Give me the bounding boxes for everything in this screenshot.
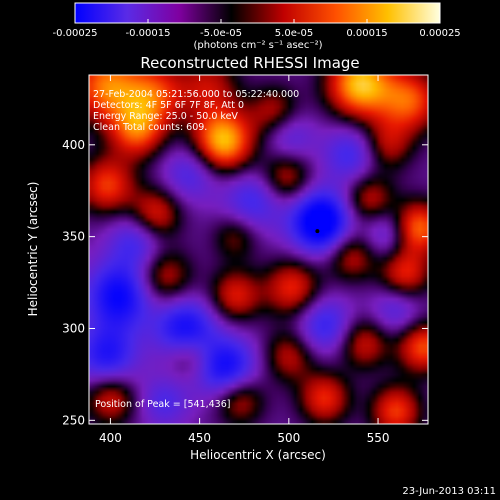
x-axis-label: Heliocentric X (arcsec) — [190, 448, 326, 462]
x-tick-label: 550 — [367, 431, 390, 445]
info-annotations: 27-Feb-2004 05:21:56.000 to 05:22:40.000… — [93, 89, 299, 410]
x-tick-label: 500 — [277, 431, 300, 445]
colorbar-tick-label: -0.00025 — [53, 28, 98, 39]
plot-frame — [88, 74, 429, 425]
annotation-time-range: 27-Feb-2004 05:21:56.000 to 05:22:40.000 — [93, 89, 299, 100]
colorbar-tick-label: -5.0e-05 — [200, 28, 242, 39]
colorbar-unit-label: (photons cm⁻² s⁻¹ asec⁻²) — [193, 40, 322, 51]
peak-marker — [315, 229, 320, 234]
colorbar-ticks: -0.00025 -0.00015 -5.0e-05 5.0e-05 0.00015 0.… — [53, 19, 461, 39]
axis-ticks: 400 450 500 550 250 300 350 400 — [62, 75, 428, 445]
y-axis-label: Heliocentric Y (arcsec) — [26, 182, 40, 317]
y-tick-label: 400 — [62, 138, 85, 152]
annotation-detectors: Detectors: 4F 5F 6F 7F 8F, Att 0 — [93, 100, 244, 111]
annotation-energy-range: Energy Range: 25.0 - 50.0 keV — [93, 111, 238, 122]
colorbar-tick-label: 5.0e-05 — [275, 28, 313, 39]
colorbar: -0.00025 -0.00015 -5.0e-05 5.0e-05 0.00015 0.… — [53, 2, 461, 51]
y-tick-label: 350 — [62, 230, 85, 244]
footer-timestamp: 23-Jun-2013 03:11 — [402, 486, 496, 497]
colorbar-strip — [74, 2, 441, 24]
heatmap-image — [89, 75, 428, 424]
x-tick-label: 400 — [99, 431, 122, 445]
y-tick-label: 300 — [62, 321, 85, 335]
x-tick-label: 450 — [188, 431, 211, 445]
annotation-clean-counts: Clean Total counts: 609. — [93, 122, 207, 133]
colorbar-tick-label: 0.00015 — [346, 28, 387, 39]
chart-title: Reconstructed RHESSI Image — [140, 54, 359, 72]
colorbar-tick-label: 0.00025 — [419, 28, 460, 39]
peak-position-label: Position of Peak = [541,436] — [95, 399, 230, 410]
y-tick-label: 250 — [62, 413, 85, 427]
colorbar-tick-label: -0.00015 — [126, 28, 171, 39]
